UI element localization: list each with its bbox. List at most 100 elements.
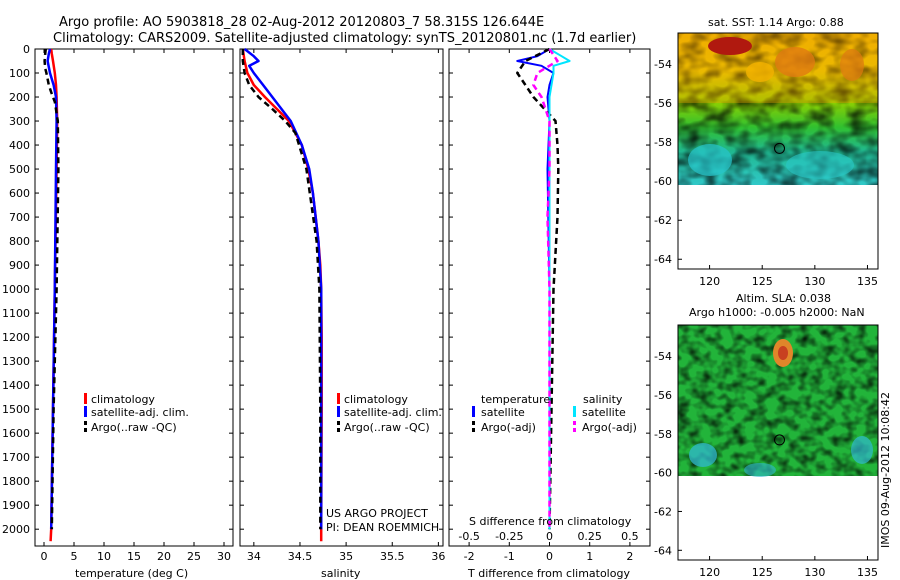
- map-x-tick-label: 135: [857, 566, 878, 579]
- x-tick-label: 36: [431, 550, 445, 563]
- legend-label-climatology: climatology: [344, 393, 408, 406]
- salinity-legend: climatology satellite-adj. clim. Argo(..…: [337, 393, 442, 434]
- map-x-tick-label: 125: [752, 566, 773, 579]
- depth-tick-label: 300: [9, 115, 30, 128]
- sst-warm-core: [708, 37, 752, 55]
- difference-profile-t_argo-line: [516, 47, 560, 530]
- x-tick-label: 2: [626, 550, 633, 563]
- depth-tick-label: 700: [9, 211, 30, 224]
- legend-label-satellite: satellite-adj. clim.: [344, 406, 442, 419]
- map-y-tick-label: -56: [654, 97, 672, 110]
- legend-swatch-t-argo: [472, 421, 475, 425]
- x-tick-label: -2: [464, 550, 475, 563]
- sst-argo-location-marker: [774, 142, 785, 154]
- difference-profile-s_argo-line: [532, 48, 559, 530]
- legend-label-s-argo: Argo(-adj): [582, 421, 637, 434]
- sst-map-axes: [677, 32, 879, 270]
- legend-label-t-argo: Argo(-adj): [481, 421, 536, 434]
- map-y-tick-label: -62: [654, 505, 672, 518]
- x-tick-label-top: 0.25: [577, 530, 602, 543]
- map-x-tick-label: 130: [804, 566, 825, 579]
- depth-tick-label: 1100: [2, 307, 30, 320]
- depth-tick-label: 400: [9, 139, 30, 152]
- x-tick-label: 34: [247, 550, 261, 563]
- x-tick-label: 0: [41, 550, 48, 563]
- tick-layer: 0100200300400500600700800900100011001200…: [2, 43, 878, 579]
- legend-label-climatology: climatology: [91, 393, 155, 406]
- legend-swatch-argo: [84, 421, 87, 425]
- legend-swatch-t-satellite: [472, 406, 475, 417]
- legend-swatch-argo: [337, 421, 340, 425]
- x-tick-label: 25: [187, 550, 201, 563]
- depth-tick-label: 200: [9, 91, 30, 104]
- legend-label-t-satellite: satellite: [481, 406, 525, 419]
- depth-tick-label: 500: [9, 163, 30, 176]
- depth-tick-label: 1700: [2, 451, 30, 464]
- legend-swatch-s-argo: [573, 421, 576, 425]
- series-layer: [43, 47, 571, 542]
- legend-label-argo: Argo(..raw -QC): [91, 421, 177, 434]
- x-tick-label: 10: [97, 550, 111, 563]
- x-tick-label: 35: [339, 550, 353, 563]
- x-tick-label: 1: [586, 550, 593, 563]
- depth-tick-label: 1900: [2, 499, 30, 512]
- map-x-tick-label: 120: [699, 566, 720, 579]
- difference-xlabel: T difference from climatology: [467, 567, 630, 580]
- x-tick-label: 30: [217, 550, 231, 563]
- temperature-axes: [34, 48, 234, 547]
- map-x-tick-label: 125: [752, 275, 773, 288]
- legend-swatch-climatology: [337, 393, 340, 404]
- x-tick-label: 34.5: [288, 550, 313, 563]
- salinity-axes: [239, 48, 444, 547]
- legend-swatch-climatology: [84, 393, 87, 404]
- depth-tick-label: 1300: [2, 355, 30, 368]
- depth-tick-label: 800: [9, 235, 30, 248]
- map-y-tick-label: -60: [654, 467, 672, 480]
- legend-swatch-s-satellite: [573, 406, 576, 417]
- salinity-profile-argo-line: [241, 49, 322, 530]
- x-tick-label: 35.5: [380, 550, 405, 563]
- depth-tick-label: 1500: [2, 403, 30, 416]
- difference-profile-s_satellite-line: [548, 48, 571, 530]
- map-x-tick-label: 135: [857, 275, 878, 288]
- sla-map-title: Altim. SLA: 0.038: [736, 292, 831, 305]
- legend-swatch-satellite: [84, 406, 87, 417]
- depth-tick-label: 100: [9, 67, 30, 80]
- x-tick-label: 20: [157, 550, 171, 563]
- salinity-profile-climatology-line: [241, 48, 323, 542]
- salinity-profile-satellite-line: [243, 48, 323, 530]
- legend-header-salinity: salinity: [583, 393, 623, 406]
- credit-pi: PI: DEAN ROEMMICH: [326, 521, 439, 534]
- map-y-tick-label: -64: [654, 253, 672, 266]
- legend-label-s-satellite: satellite: [582, 406, 626, 419]
- map-y-tick-label: -54: [654, 350, 672, 363]
- difference-xlabel-top: S difference from climatology: [469, 515, 632, 528]
- depth-tick-label: 600: [9, 187, 30, 200]
- legend-swatch-satellite: [337, 406, 340, 417]
- legend-label-argo: Argo(..raw -QC): [344, 421, 430, 434]
- temperature-profile-argo-line: [43, 48, 60, 530]
- depth-tick-label: 1400: [2, 379, 30, 392]
- depth-tick-label: 1800: [2, 475, 30, 488]
- x-tick-label-top: 0.5: [621, 530, 639, 543]
- map-y-tick-label: -62: [654, 214, 672, 227]
- map-y-tick-label: -58: [654, 136, 672, 149]
- x-tick-label: -1: [504, 550, 515, 563]
- x-tick-label-top: -0.25: [495, 530, 523, 543]
- credit-project: US ARGO PROJECT: [326, 507, 428, 520]
- map-x-tick-label: 130: [804, 275, 825, 288]
- temperature-legend: climatology satellite-adj. clim. Argo(..…: [84, 393, 189, 434]
- depth-tick-label: 0: [23, 43, 30, 56]
- temperature-xlabel: temperature (deg C): [75, 567, 188, 580]
- map-y-tick-label: -64: [654, 544, 672, 557]
- map-y-tick-label: -58: [654, 428, 672, 441]
- map-y-tick-label: -56: [654, 389, 672, 402]
- sst-map-title: sat. SST: 1.14 Argo: 0.88: [708, 16, 844, 29]
- x-tick-label-top: -0.5: [458, 530, 479, 543]
- sla-argo-location-marker: [774, 434, 785, 446]
- map-y-tick-label: -60: [654, 175, 672, 188]
- depth-tick-label: 900: [9, 259, 30, 272]
- depth-tick-label: 1000: [2, 283, 30, 296]
- sst-map-field: [678, 33, 878, 185]
- sla-map-subtitle: Argo h1000: -0.005 h2000: NaN: [689, 306, 865, 319]
